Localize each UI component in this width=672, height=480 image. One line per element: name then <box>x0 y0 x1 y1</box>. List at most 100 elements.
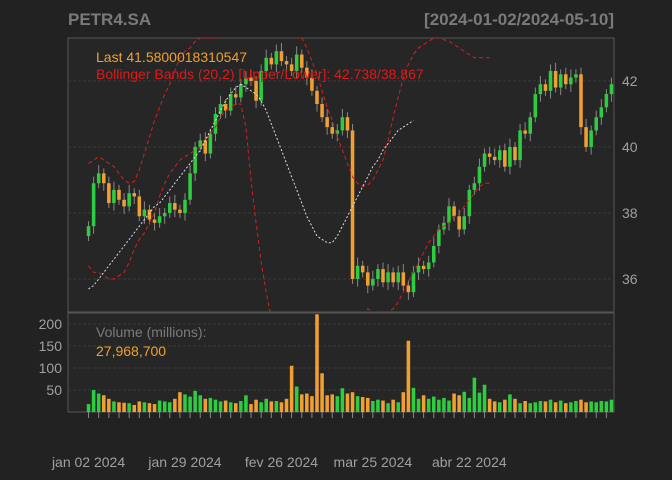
volume-bar <box>523 401 527 412</box>
candle-body <box>492 156 497 161</box>
candle-body <box>538 84 543 95</box>
candle-body <box>218 104 223 114</box>
volume-bar <box>183 394 187 412</box>
volume-bar <box>569 402 573 412</box>
candle-body <box>107 183 111 204</box>
candle-body <box>137 196 142 217</box>
volume-bar <box>396 402 401 412</box>
candle-body <box>320 104 324 118</box>
price-tick-label: 38 <box>622 205 638 221</box>
volume-panel: 50 100 150 200 <box>39 312 615 413</box>
candle-body <box>523 130 527 134</box>
candle-body <box>284 61 289 65</box>
candle-body <box>406 285 411 293</box>
volume-bar <box>320 373 324 412</box>
volume-bar <box>472 377 477 412</box>
volume-bar <box>371 401 375 412</box>
volume-bar <box>117 402 121 412</box>
candle-body <box>381 269 385 283</box>
volume-bar <box>335 396 340 412</box>
volume-bar <box>239 401 243 412</box>
volume-bar <box>563 403 568 412</box>
volume-bar <box>173 398 177 412</box>
volume-last-value: 27,968,700 <box>96 343 166 359</box>
volume-bar <box>345 393 350 412</box>
volume-bar <box>508 394 512 412</box>
volume-bar <box>426 398 431 412</box>
candle-body <box>162 212 167 217</box>
candle-body <box>274 51 279 65</box>
volume-bar <box>574 401 578 412</box>
volume-bar <box>325 395 329 412</box>
volume-bar <box>112 401 116 412</box>
candle-body <box>376 269 380 279</box>
volume-bar <box>132 404 137 412</box>
volume-bar <box>528 403 533 412</box>
x-tick-label: fev 26 2024 <box>245 454 318 470</box>
volume-bar <box>497 402 502 412</box>
volume-bar <box>518 403 522 412</box>
volume-bar <box>350 392 355 412</box>
volume-bar <box>513 398 517 412</box>
volume-bar <box>416 398 421 412</box>
candle-body <box>360 265 365 273</box>
volume-bar <box>162 401 167 412</box>
candle-body <box>173 203 177 210</box>
candle-body <box>330 127 335 134</box>
candle-body <box>147 209 152 220</box>
price-tick-label: 42 <box>622 73 638 89</box>
candle-body <box>594 117 599 131</box>
volume-tick-label: 200 <box>39 316 63 332</box>
volume-bar <box>431 396 436 412</box>
candle-body <box>497 150 502 161</box>
volume-bar <box>269 401 274 412</box>
volume-bar <box>228 402 233 412</box>
candle-body <box>533 94 538 118</box>
volume-bar <box>447 400 451 412</box>
x-tick-label: abr 22 2024 <box>432 454 507 470</box>
volume-bar <box>503 399 507 412</box>
candle-body <box>431 245 436 263</box>
volume-bar <box>294 386 299 412</box>
bollinger-lower-line <box>88 103 490 312</box>
candle-body <box>421 265 426 270</box>
candle-body <box>294 54 299 72</box>
volume-bar <box>264 398 269 412</box>
volume-bar <box>604 401 609 412</box>
candle-body <box>299 54 304 68</box>
candle-body <box>548 71 553 91</box>
volume-bar <box>548 399 553 412</box>
volume-bar <box>543 401 548 412</box>
volume-bar <box>299 394 304 412</box>
volume-bar <box>609 399 614 412</box>
volume-bar <box>584 402 588 412</box>
candle-body <box>543 84 548 91</box>
candle-body <box>508 146 512 167</box>
volume-tick-label: 50 <box>46 382 62 398</box>
candle-body <box>477 166 482 184</box>
volume-bar <box>360 397 365 412</box>
volume-bar <box>122 402 126 412</box>
candle-body <box>437 229 441 246</box>
candle-body <box>112 189 116 204</box>
volume-bar <box>137 401 142 412</box>
candle-body <box>249 77 253 81</box>
candle-body <box>386 272 390 283</box>
volume-bar <box>218 401 223 412</box>
volume-bar <box>487 398 492 412</box>
candle-body <box>264 57 269 72</box>
volume-bar <box>167 402 172 412</box>
volume-bar <box>310 396 314 412</box>
candle-body <box>518 130 522 161</box>
candle-body <box>310 77 314 91</box>
candle-body <box>96 173 101 184</box>
candle-body <box>589 130 593 147</box>
candle-body <box>569 77 573 85</box>
candle-body <box>472 183 477 190</box>
volume-bar <box>467 397 472 412</box>
candle-body <box>482 153 487 167</box>
candle-body <box>563 74 568 85</box>
candle-body <box>340 117 345 131</box>
candle-body <box>457 216 461 230</box>
